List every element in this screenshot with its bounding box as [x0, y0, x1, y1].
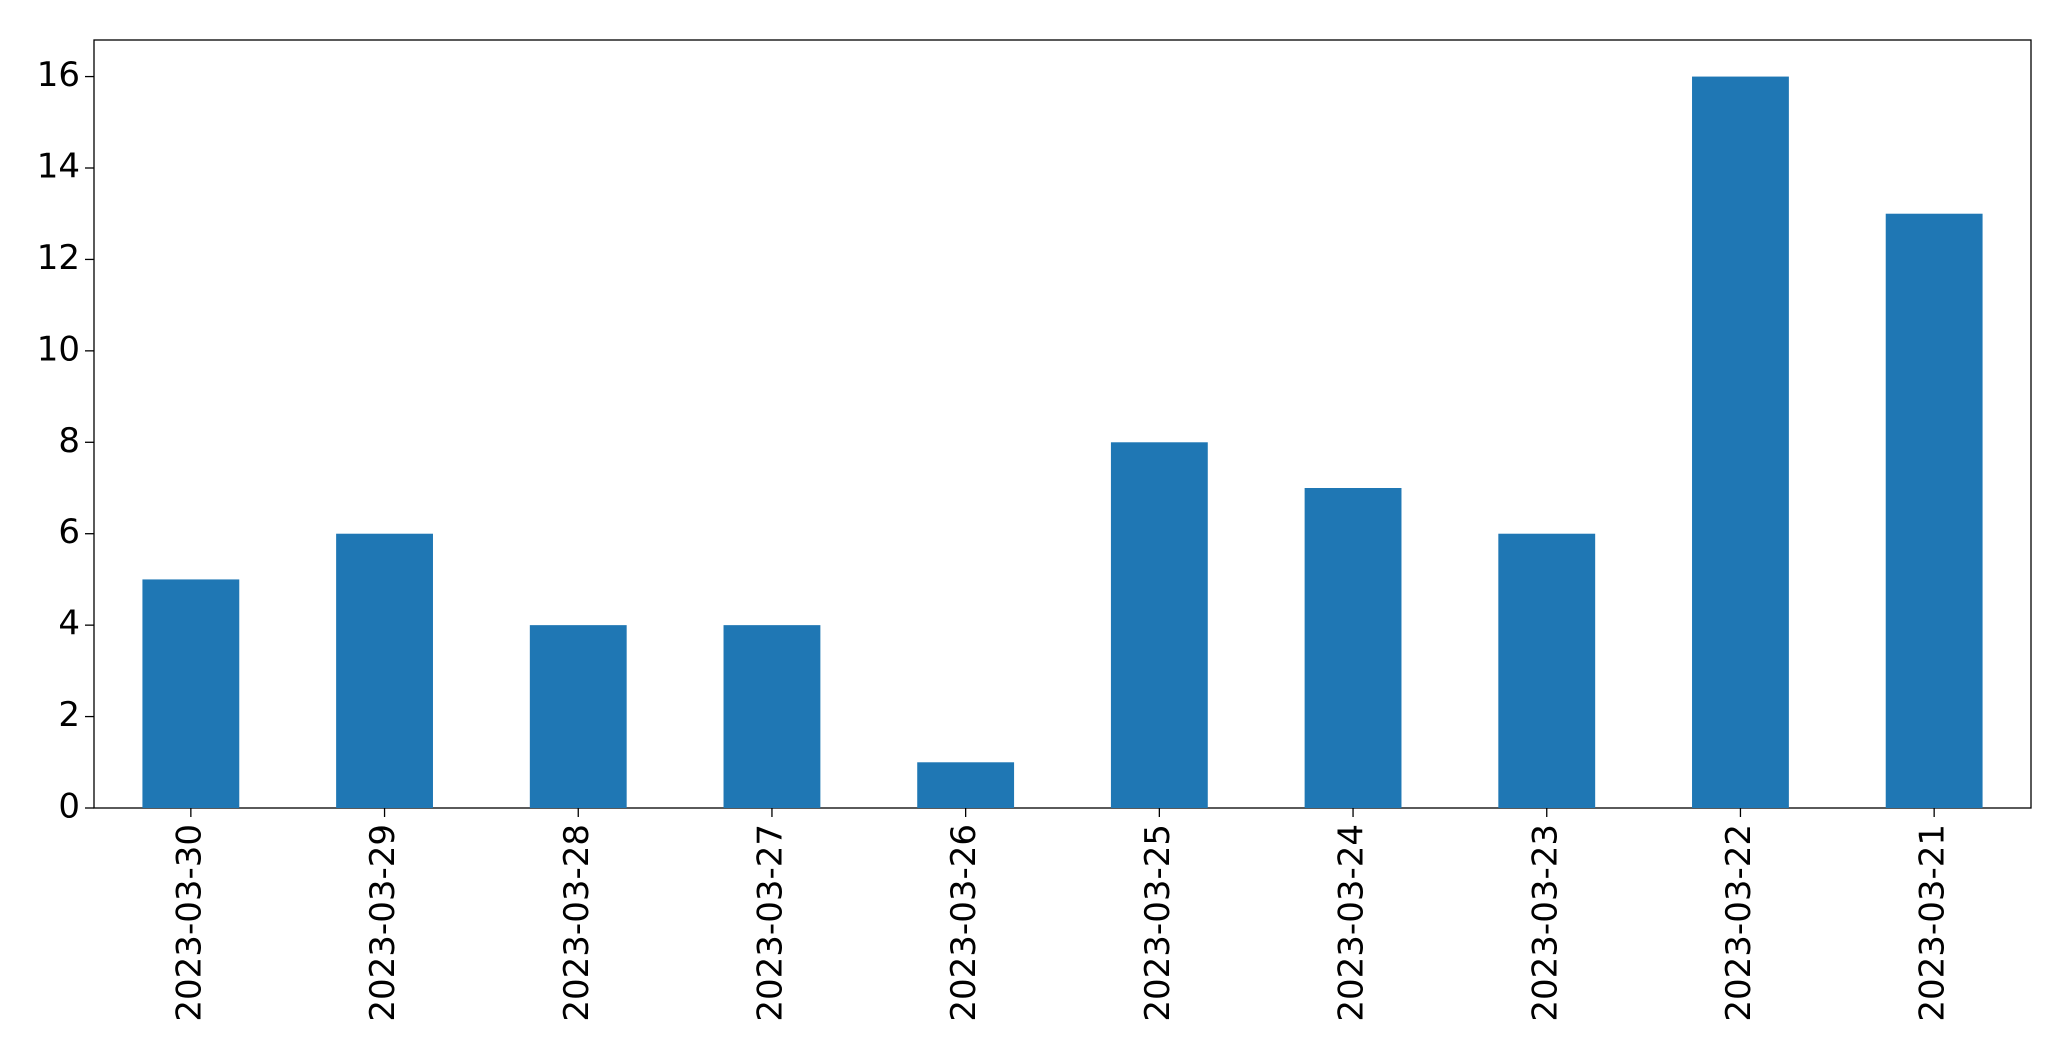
x-tick-label: 2023-03-24 — [1332, 824, 1372, 1022]
y-tick-label: 14 — [37, 147, 80, 187]
bar — [1692, 76, 1789, 809]
y-tick-label: 10 — [37, 329, 80, 369]
x-tick-label: 2023-03-21 — [1913, 824, 1953, 1022]
bar — [336, 533, 433, 808]
x-tick-label: 2023-03-26 — [944, 824, 984, 1022]
y-tick-label: 4 — [58, 604, 80, 644]
bar — [1885, 213, 1983, 808]
bar — [917, 762, 1015, 808]
x-tick-label: 2023-03-23 — [1525, 824, 1565, 1022]
y-tick-label: 16 — [37, 55, 80, 95]
x-tick-label: 2023-03-30 — [169, 824, 209, 1022]
y-tick-label: 0 — [58, 787, 80, 827]
bar — [1110, 442, 1208, 808]
y-tick-label: 12 — [37, 238, 80, 278]
y-tick-label: 6 — [58, 512, 80, 552]
x-tick-label: 2023-03-28 — [557, 824, 597, 1022]
bar — [723, 625, 821, 808]
bar — [1304, 488, 1402, 808]
axes-frame — [93, 39, 2032, 809]
bar — [142, 579, 240, 808]
y-tick-label: 2 — [58, 695, 80, 735]
bar — [1498, 533, 1596, 808]
x-tick-label: 2023-03-27 — [750, 824, 790, 1022]
x-tick-label: 2023-03-29 — [363, 824, 403, 1022]
x-tick-label: 2023-03-25 — [1138, 824, 1178, 1022]
x-tick-label: 2023-03-22 — [1719, 824, 1759, 1022]
y-tick-label: 8 — [58, 421, 80, 461]
bar — [529, 625, 627, 808]
